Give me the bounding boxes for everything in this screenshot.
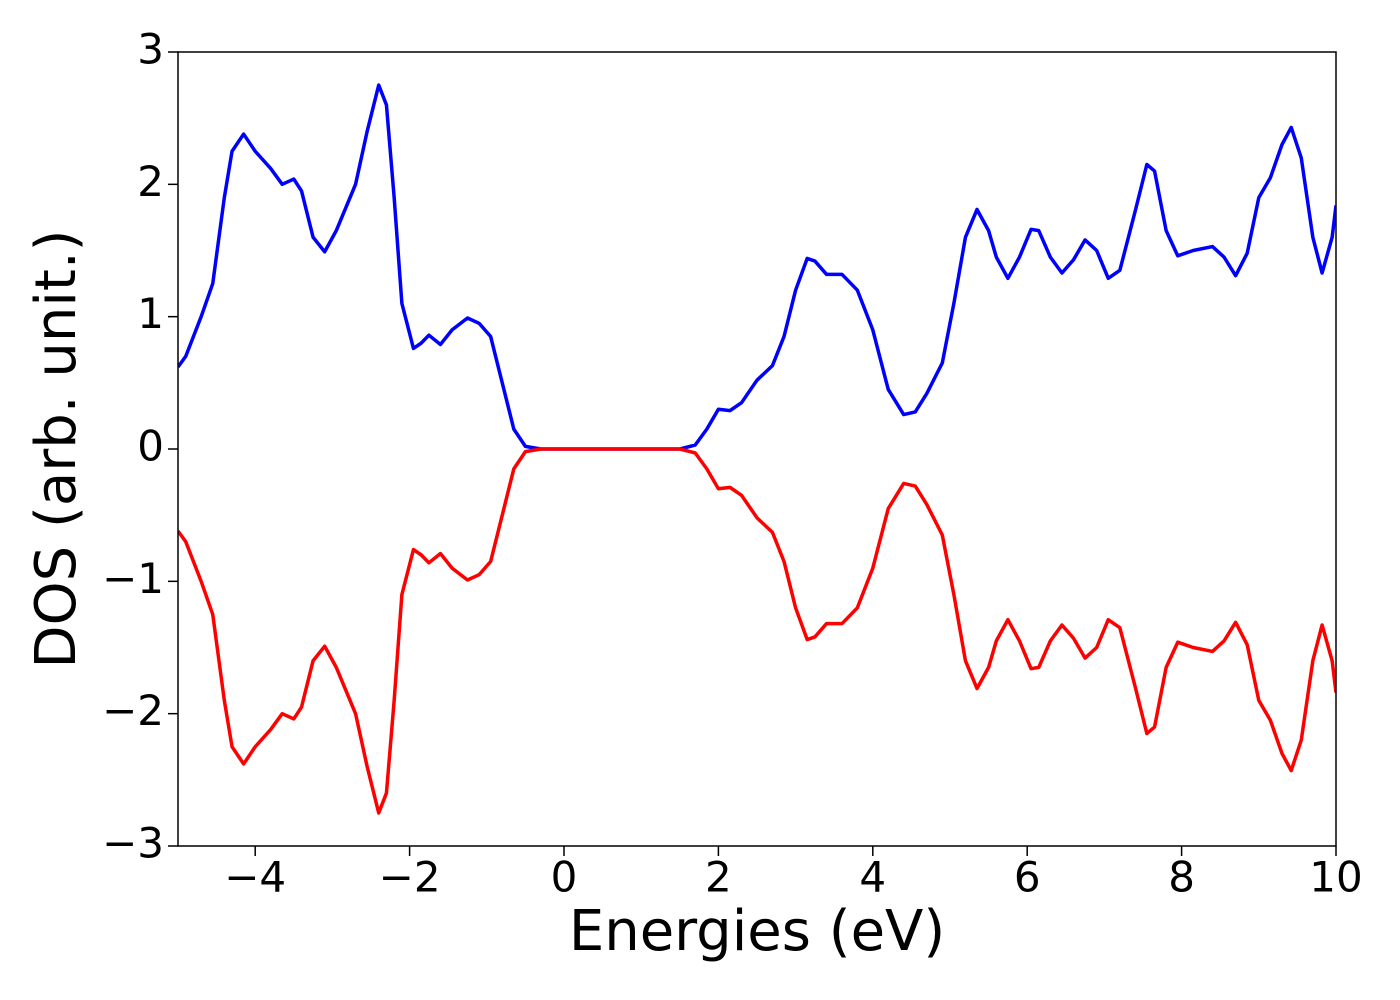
y-tick-label: −3	[102, 819, 164, 868]
x-tick-label: −4	[224, 853, 286, 902]
x-tick-label: 10	[1309, 853, 1362, 902]
plot-frame	[177, 51, 1337, 847]
y-tick-label: −2	[102, 686, 164, 735]
y-tick-label: 0	[137, 422, 164, 471]
y-axis-label: DOS (arb. unit.)	[24, 229, 89, 668]
x-axis-label: Energies (eV)	[569, 899, 945, 964]
x-tick-label: 6	[1014, 853, 1041, 902]
series-line	[178, 83, 1336, 451]
y-tick-label: 1	[137, 289, 164, 338]
series-line	[178, 447, 1336, 815]
y-tick-label: 2	[137, 157, 164, 206]
y-tick-label: −1	[102, 554, 164, 603]
y-tick-label: 3	[137, 25, 164, 74]
x-tick-label: 2	[705, 853, 732, 902]
x-tick-label: 0	[551, 853, 578, 902]
x-tick-label: 4	[859, 853, 886, 902]
x-tick-label: 8	[1168, 853, 1195, 902]
x-tick-label: −2	[379, 853, 441, 902]
